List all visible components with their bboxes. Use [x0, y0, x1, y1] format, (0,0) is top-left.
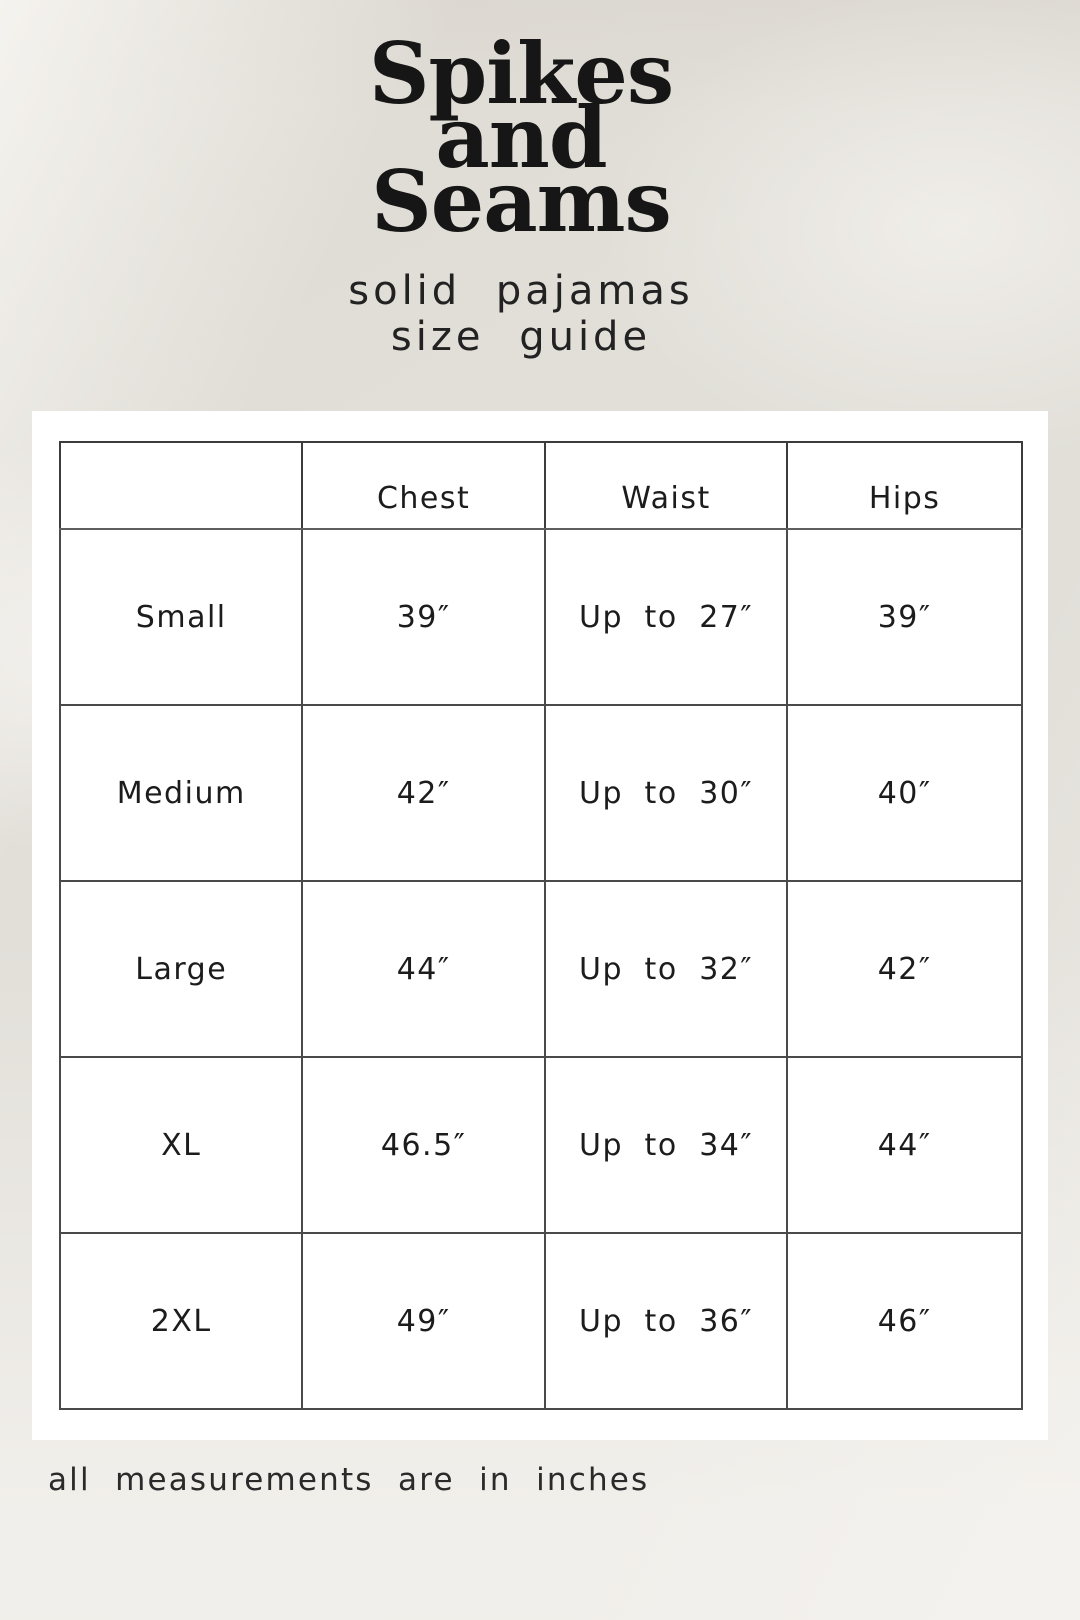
header-cell-waist: Waist	[543, 441, 789, 530]
header-cell-chest: Chest	[301, 441, 546, 530]
chest-value: 42″	[301, 704, 546, 882]
poster-subtitle: solid pajamas size guide	[0, 268, 1042, 360]
table-row-xl: XL 46.5″ Up to 34″ 44″	[58, 1056, 1023, 1234]
size-label: Large	[58, 880, 304, 1058]
subtitle-line-2: size guide	[390, 314, 652, 360]
brand-logo: Spikes and Seams	[0, 24, 1042, 251]
brand-logo-line-2: and	[435, 88, 607, 187]
table-row-small: Small 39″ Up to 27″ 39″	[58, 528, 1023, 706]
size-label: Small	[58, 528, 304, 706]
hips-value: 40″	[786, 704, 1023, 882]
chest-value: 49″	[301, 1232, 546, 1410]
waist-value: Up to 27″	[543, 528, 789, 706]
chest-value: 39″	[301, 528, 546, 706]
header-cell-empty	[58, 441, 304, 530]
brand-logo-line-1: Spikes	[368, 24, 674, 123]
hips-value: 44″	[786, 1056, 1023, 1234]
measurement-note: all measurements are in inches	[48, 1462, 650, 1498]
size-label: 2XL	[58, 1232, 304, 1410]
header-cell-hips: Hips	[786, 441, 1023, 530]
chest-value: 46.5″	[301, 1056, 546, 1234]
table-row-2xl: 2XL 49″ Up to 36″ 46″	[58, 1232, 1023, 1410]
subtitle-line-1: solid pajamas	[348, 268, 694, 314]
waist-value: Up to 32″	[543, 880, 789, 1058]
table-row-medium: Medium 42″ Up to 30″ 40″	[58, 704, 1023, 882]
waist-value: Up to 36″	[543, 1232, 789, 1410]
chest-value: 44″	[301, 880, 546, 1058]
table-row-large: Large 44″ Up to 32″ 42″	[58, 880, 1023, 1058]
waist-value: Up to 34″	[543, 1056, 789, 1234]
size-label: XL	[58, 1056, 304, 1234]
hips-value: 46″	[786, 1232, 1023, 1410]
hips-value: 39″	[786, 528, 1023, 706]
size-guide-table: Chest Waist Hips Small 39″ Up to 27″ 39″…	[58, 441, 1023, 1410]
size-label: Medium	[58, 704, 304, 882]
brand-logo-line-3: Seams	[371, 152, 672, 251]
size-guide-card: Chest Waist Hips Small 39″ Up to 27″ 39″…	[32, 411, 1048, 1440]
brand-block: Spikes and Seams solid pajamas size guid…	[0, 24, 1042, 361]
table-header-row: Chest Waist Hips	[58, 441, 1023, 530]
waist-value: Up to 30″	[543, 704, 789, 882]
hips-value: 42″	[786, 880, 1023, 1058]
